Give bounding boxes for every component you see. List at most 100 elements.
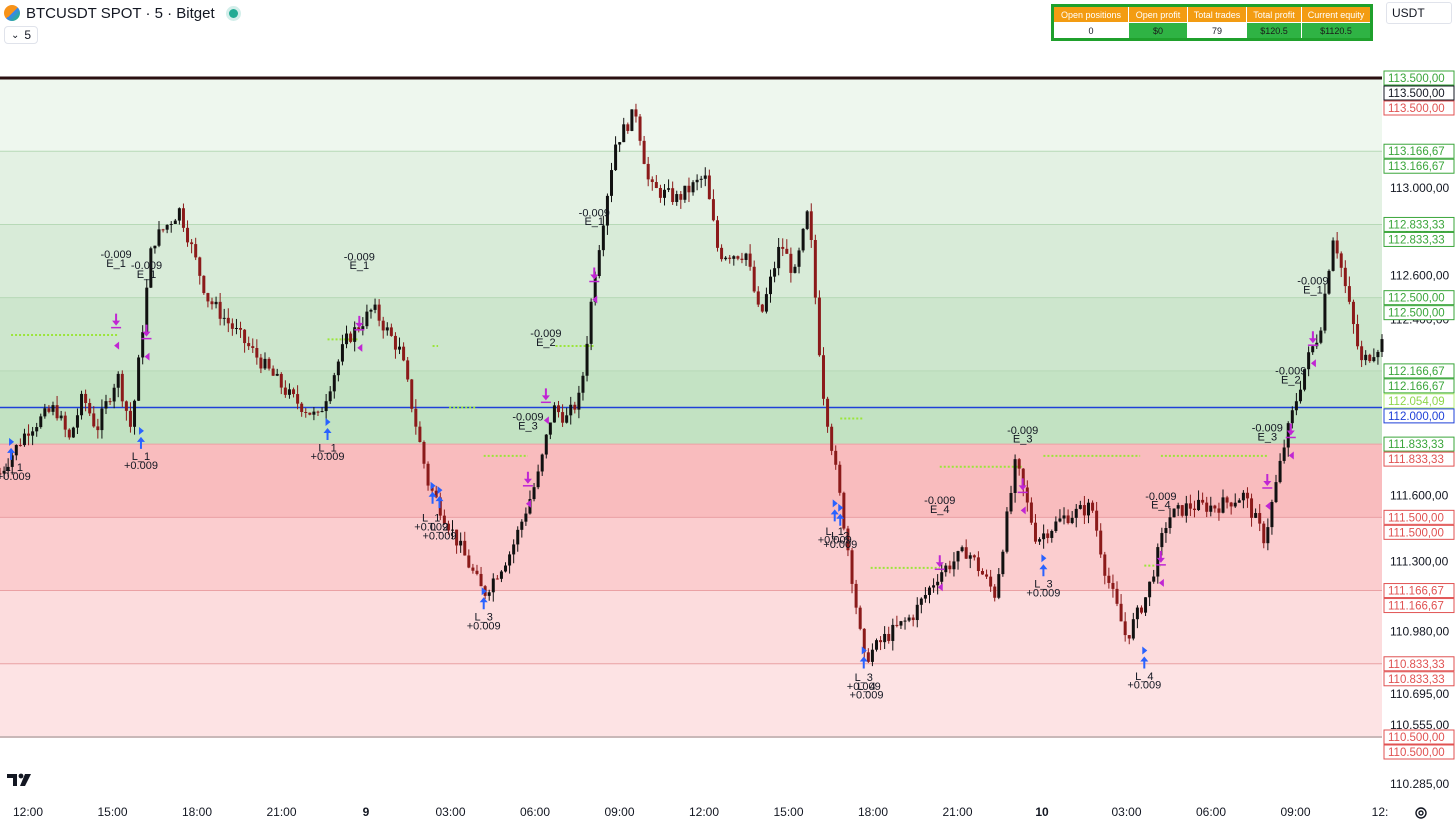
entry-flag-icon <box>138 426 144 435</box>
trade-annotation-label: +0.009 <box>850 690 884 702</box>
candle-body <box>340 344 344 362</box>
candle-body <box>834 450 838 465</box>
candle-body <box>532 487 536 500</box>
trade-annotation-label: -0.009 <box>512 412 543 424</box>
candle-body <box>976 557 980 572</box>
candle-body <box>711 199 715 221</box>
trade-annotation-label: L_4 <box>1135 671 1153 683</box>
candle-body <box>177 208 181 221</box>
stats-value-open-profit: $0 <box>1128 22 1188 40</box>
candle-body <box>365 311 369 327</box>
entry-flag-icon <box>832 499 838 508</box>
candle-body <box>569 404 573 416</box>
exit-flag-icon <box>1020 506 1026 515</box>
candle-body <box>84 393 88 403</box>
trade-annotation-label: L_3 <box>1034 579 1052 591</box>
candle-body <box>1360 346 1364 361</box>
candle-body <box>748 253 752 267</box>
candle-body <box>577 392 581 410</box>
candle-body <box>561 412 565 423</box>
price-level-label: 111.166,67 <box>1388 601 1444 613</box>
candle-body <box>773 268 777 277</box>
entry-arrow-icon <box>1039 564 1048 577</box>
candle-body <box>234 327 238 329</box>
candle-body <box>1038 539 1042 542</box>
candle-body <box>858 607 862 629</box>
candle-body <box>817 297 821 356</box>
candle-body <box>1103 554 1107 576</box>
trade-annotation-label: +0.009 <box>311 451 345 463</box>
candle-body <box>108 401 112 403</box>
red-zone-band <box>0 663 1382 737</box>
candle-body <box>732 256 736 259</box>
candle-body <box>1099 530 1103 555</box>
price-level-label: 111.833,33 <box>1388 439 1444 451</box>
candle-body <box>149 248 153 288</box>
candle-body <box>1339 253 1343 268</box>
gear-icon[interactable] <box>1412 804 1430 822</box>
candle-body <box>695 179 699 183</box>
candle-body <box>381 320 385 331</box>
exit-arrow-icon <box>1156 550 1165 563</box>
candle-body <box>756 291 760 305</box>
price-level-label: 111.500,00 <box>1388 512 1444 524</box>
trade-annotation-label: L_1 <box>826 526 844 538</box>
candle-body <box>614 144 618 171</box>
candle-body <box>585 343 589 376</box>
candle-body <box>18 445 22 447</box>
trade-annotation-label: E_2 <box>536 337 556 349</box>
entry-flag-icon <box>861 646 867 655</box>
candle-body <box>357 327 361 330</box>
candle-body <box>927 587 931 595</box>
candle-body <box>55 405 59 419</box>
price-level-label-box <box>1383 656 1455 672</box>
candle-body <box>80 393 84 416</box>
entry-arrow-icon <box>1140 656 1149 669</box>
candle-body <box>112 387 116 402</box>
price-level-label-box <box>1383 744 1455 760</box>
entry-flag-icon <box>838 503 844 512</box>
trade-annotation-label: -0.009 <box>131 260 162 272</box>
candle-body <box>1066 515 1070 524</box>
candle-body <box>186 227 190 243</box>
trade-annotation-label: -0.009 <box>1275 366 1306 378</box>
candle-body <box>377 304 381 321</box>
candle-body <box>1201 499 1205 503</box>
candle-body <box>1254 513 1258 518</box>
entry-flag-icon <box>481 587 487 596</box>
candle-body <box>1164 528 1168 534</box>
candle-body <box>985 574 989 577</box>
candle-body <box>1307 352 1311 370</box>
candle-body <box>495 578 499 580</box>
candle-body <box>308 412 312 415</box>
symbol-title[interactable]: BTCUSDT SPOT · 5 · Bitget <box>26 4 215 22</box>
candle-body <box>259 357 263 369</box>
candle-body <box>760 304 764 312</box>
interval-button[interactable]: ⌄ 5 <box>4 26 39 44</box>
candle-body <box>1274 482 1278 503</box>
candle-body <box>345 333 349 345</box>
price-level-label-box <box>1383 231 1455 247</box>
candle-body <box>768 276 772 295</box>
candle-body <box>972 555 976 558</box>
y-axis-tick-label: 110.980,00 <box>1390 625 1449 639</box>
x-axis-tick-label: 10 <box>1035 805 1049 819</box>
candle-body <box>475 570 479 574</box>
candle-body <box>1331 240 1335 271</box>
candle-body <box>980 571 984 575</box>
candle-body <box>1160 533 1164 548</box>
y-axis-tick-label: 110.695,00 <box>1390 687 1449 701</box>
candle-body <box>801 228 805 251</box>
candle-body <box>1351 301 1355 325</box>
currency-select[interactable]: USDT <box>1386 2 1452 24</box>
stats-value-open-positions: 0 <box>1052 22 1129 40</box>
candle-body <box>402 346 406 361</box>
candle-body <box>728 257 732 259</box>
candle-body <box>442 515 446 524</box>
candle-body <box>1046 533 1050 538</box>
candle-body <box>879 640 883 643</box>
candle-body <box>830 426 834 451</box>
y-axis-tick-label: 111.600,00 <box>1390 488 1449 502</box>
exit-arrow-icon <box>1286 423 1295 436</box>
